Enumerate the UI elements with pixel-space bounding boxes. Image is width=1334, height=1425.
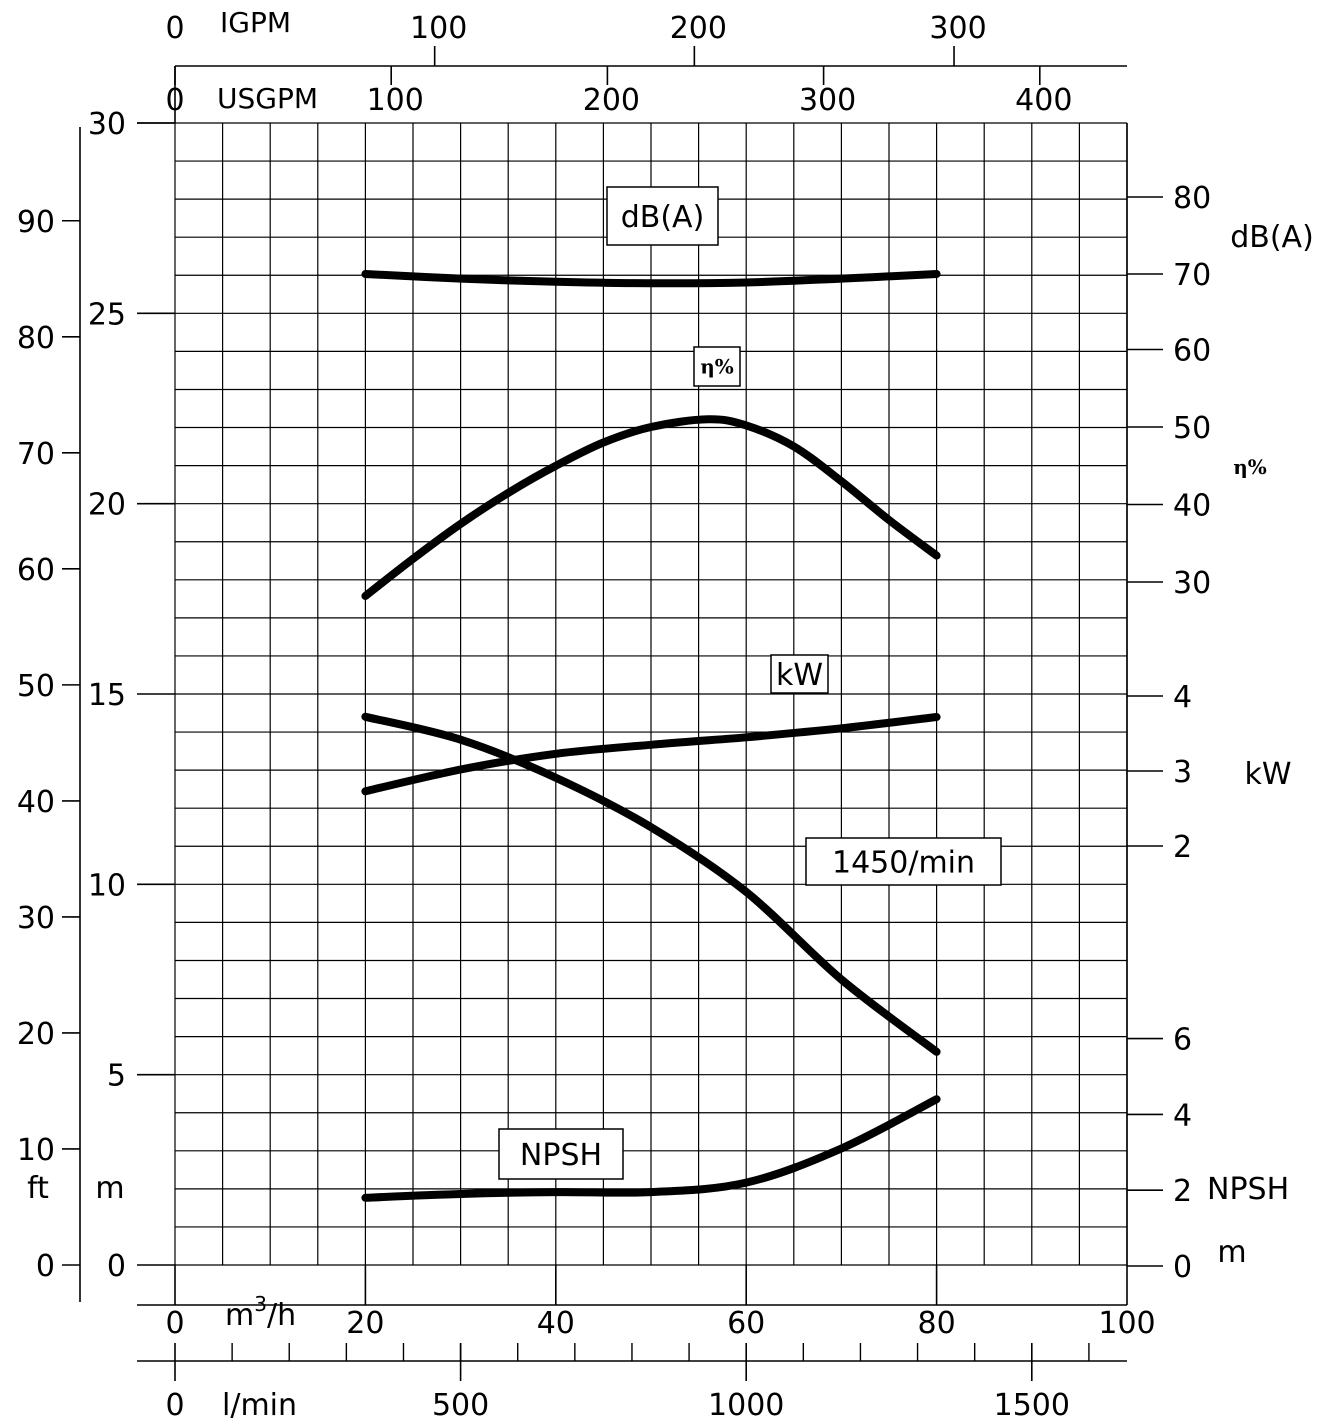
- power-curve: [361, 713, 941, 796]
- efficiency-curve-label: η%: [700, 355, 734, 379]
- npsh-curve: [361, 1095, 941, 1202]
- x-axis-igpm-tick-label: 200: [670, 11, 727, 46]
- eta-axis-tick-label: 50: [1173, 411, 1211, 446]
- x-axis-igpm-tick-label: 100: [410, 11, 467, 46]
- y-axis-ft-tick-label: 70: [17, 437, 55, 472]
- eta-axis-tick-label: 60: [1173, 334, 1211, 369]
- y-axis-ft-tick-label: 30: [17, 901, 55, 936]
- eta-axis-label: η%: [1233, 455, 1267, 479]
- npsh-axis-tick-label: 0: [1173, 1250, 1192, 1285]
- x-axis-m3h-tick-label: 80: [918, 1306, 956, 1341]
- y-axis-m-unit: m: [95, 1171, 124, 1206]
- kw-axis-tick-label: 4: [1173, 680, 1192, 715]
- x-axis-usgpm-tick-label: 200: [583, 83, 640, 118]
- db-axis-label: dB(A): [1230, 220, 1314, 255]
- db-curve-label: dB(A): [621, 200, 705, 235]
- x-axis-igpm-tick-label: 0: [165, 11, 184, 46]
- npsh-axis-unit: m: [1217, 1235, 1246, 1270]
- efficiency-curve-label-box: [693, 346, 741, 387]
- y-axis-ft-tick-label: 0: [36, 1249, 55, 1284]
- x-axis-m3h-tick-label: 20: [346, 1306, 384, 1341]
- x-axis-m3h-unit: m3/h: [225, 1292, 296, 1333]
- x-axis-igpm-label: IGPM: [220, 6, 291, 39]
- npsh-axis-label: NPSH: [1207, 1172, 1289, 1207]
- x-axis-usgpm-tick-label: 400: [1015, 83, 1072, 118]
- x-axis-igpm-tick-label: 300: [929, 11, 986, 46]
- x-axis-lmin-tick-label: 1500: [994, 1388, 1070, 1423]
- power-curve-label-box: [770, 654, 829, 694]
- npsh-curve-label-box: [498, 1128, 624, 1180]
- y-axis-m-tick-label: 0: [107, 1249, 126, 1284]
- eta-axis-tick-label: 40: [1173, 489, 1211, 524]
- y-axis-ft-tick-label: 80: [17, 321, 55, 356]
- x-axis-m3h-tick-label: 40: [537, 1306, 575, 1341]
- y-axis-m-tick-label: 25: [88, 297, 126, 332]
- head-curve-label-box: [805, 837, 1002, 886]
- y-axis-ft-tick-label: 60: [17, 553, 55, 588]
- y-axis-m-tick-label: 10: [88, 868, 126, 903]
- x-axis-lmin-tick-label: 1000: [708, 1388, 784, 1423]
- kw-axis-label: kW: [1244, 757, 1291, 792]
- x-axis-usgpm-tick-label: 0: [165, 83, 184, 118]
- y-axis-ft-tick-label: 20: [17, 1017, 55, 1052]
- x-axis-m3h-tick-label: 60: [727, 1306, 765, 1341]
- axes: [62, 46, 1163, 1381]
- y-axis-m-tick-label: 5: [107, 1059, 126, 1094]
- y-axis-ft-unit: ft: [27, 1171, 49, 1206]
- x-axis-lmin-label: l/min: [222, 1388, 297, 1423]
- x-axis-lmin-tick-label: 0: [165, 1388, 184, 1423]
- db-axis-tick-label: 70: [1173, 258, 1211, 293]
- y-axis-ft-tick-label: 50: [17, 669, 55, 704]
- db-curve-label-box: [606, 186, 719, 246]
- eta-axis-tick-label: 30: [1173, 566, 1211, 601]
- y-axis-ft-tick-label: 10: [17, 1133, 55, 1168]
- db-curve: [361, 270, 941, 288]
- grid: [174, 122, 1128, 1266]
- x-axis-usgpm-tick-label: 100: [367, 83, 424, 118]
- x-axis-m3h-tick-label: 0: [165, 1306, 184, 1341]
- x-axis-usgpm-label: USGPM: [217, 82, 318, 115]
- y-axis-m-tick-label: 15: [88, 678, 126, 713]
- efficiency-curve: [361, 415, 941, 600]
- power-curve-label: kW: [776, 658, 823, 693]
- npsh-curve-label: NPSH: [520, 1138, 602, 1173]
- x-axis-lmin-tick-label: 500: [432, 1388, 489, 1423]
- npsh-axis-tick-label: 4: [1173, 1098, 1192, 1133]
- x-axis-usgpm-tick-label: 300: [799, 83, 856, 118]
- kw-axis-tick-label: 2: [1173, 830, 1192, 865]
- db-axis-tick-label: 80: [1173, 181, 1211, 216]
- y-axis-m-tick-label: 20: [88, 488, 126, 523]
- head-curve-label: 1450/min: [832, 846, 975, 881]
- y-axis-ft-tick-label: 90: [17, 205, 55, 240]
- y-axis-m-tick-label: 30: [88, 107, 126, 142]
- npsh-axis-tick-label: 2: [1173, 1174, 1192, 1209]
- curves: [361, 270, 941, 1202]
- head-curve: [361, 712, 941, 1056]
- npsh-axis-tick-label: 6: [1173, 1023, 1192, 1058]
- y-axis-ft-tick-label: 40: [17, 785, 55, 820]
- x-axis-m3h-tick-label: 100: [1098, 1306, 1155, 1341]
- kw-axis-tick-label: 3: [1173, 755, 1192, 790]
